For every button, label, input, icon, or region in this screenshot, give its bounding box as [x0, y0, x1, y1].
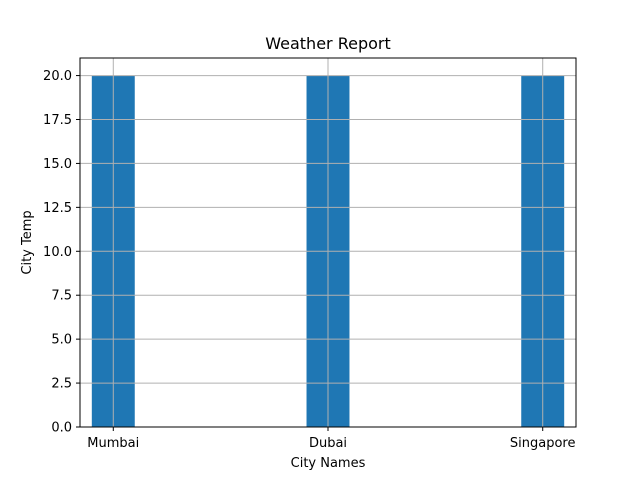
y-tick-label: 2.5: [51, 377, 72, 392]
y-tick-label: 17.5: [43, 113, 72, 128]
x-tick-label-dubai: Dubai: [309, 436, 347, 451]
y-tick-label: 20.0: [43, 69, 72, 84]
chart-title: Weather Report: [265, 34, 391, 53]
y-tick-label: 5.0: [51, 333, 72, 348]
y-tick-label: 7.5: [51, 289, 72, 304]
y-tick-label: 12.5: [43, 201, 72, 216]
x-axis-label: City Names: [291, 456, 366, 471]
grid-front-layer: [80, 58, 576, 428]
y-axis-label: City Temp: [20, 210, 35, 274]
y-axis-ticks: 0.0 2.5 5.0 7.5 10.0 12.5 15.0 17.5 20.0: [43, 69, 80, 436]
y-tick-label: 10.0: [43, 245, 72, 260]
y-tick-label: 15.0: [43, 157, 72, 172]
x-tick-label-mumbai: Mumbai: [87, 436, 139, 451]
y-tick-label: 0.0: [51, 421, 72, 436]
x-tick-label-singapore: Singapore: [510, 436, 576, 451]
x-axis-ticks: Mumbai Dubai Singapore: [87, 427, 576, 451]
